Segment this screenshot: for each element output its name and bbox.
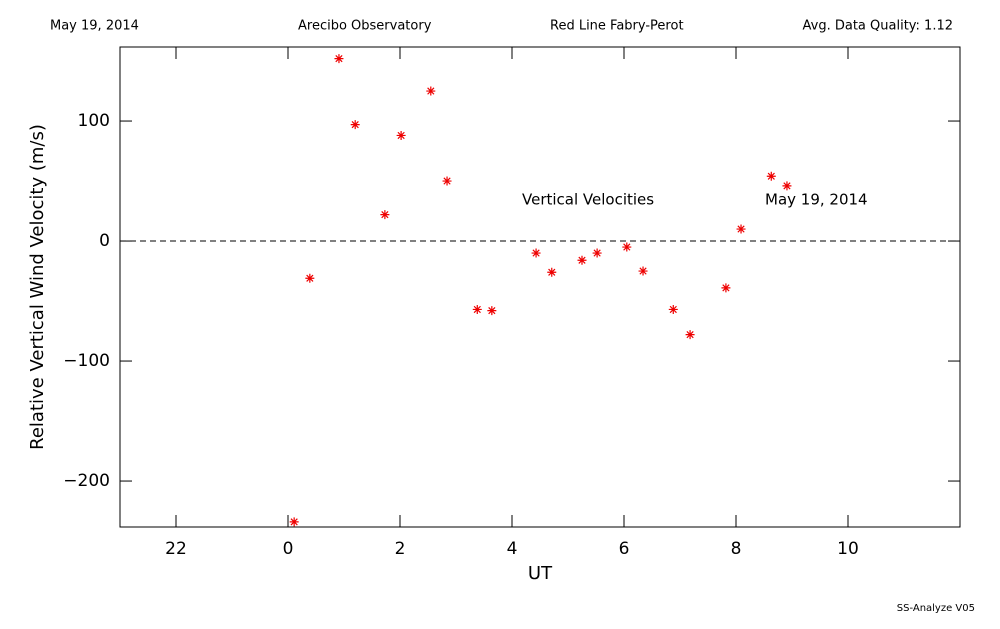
y-tick-label: 0 — [99, 231, 110, 251]
point — [472, 304, 482, 314]
y-tick-label: 100 — [78, 111, 110, 131]
plot-area: 22 0 2 4 6 8 10 −200 −100 0 100 — [63, 47, 960, 559]
header-instrument: Red Line Fabry-Perot — [550, 19, 684, 34]
header-quality: Avg. Data Quality: 1.12 — [803, 19, 953, 34]
x-tick-label: 8 — [731, 539, 742, 559]
y-axis-label: Relative Vertical Wind Velocity (m/s) — [27, 124, 48, 450]
annotation: May 19, 2014 — [765, 191, 868, 209]
point — [622, 242, 632, 252]
point — [396, 130, 406, 140]
point — [577, 255, 587, 265]
point — [350, 120, 360, 130]
x-tick-label: 4 — [507, 539, 518, 559]
point — [685, 330, 695, 340]
x-tick-label: 2 — [395, 539, 406, 559]
point — [638, 266, 648, 276]
point — [721, 283, 731, 293]
point — [442, 176, 452, 186]
x-tick-label: 10 — [837, 539, 859, 559]
point — [305, 273, 315, 283]
x-axis-label: UT — [528, 563, 553, 584]
footer: SS-Analyze V05 — [897, 603, 975, 614]
header-site: Arecibo Observatory — [298, 19, 432, 34]
point — [782, 181, 792, 191]
point — [592, 248, 602, 258]
point — [531, 248, 541, 258]
point — [736, 224, 746, 234]
y-tick-label: −200 — [63, 471, 110, 491]
header-date: May 19, 2014 — [50, 19, 139, 34]
point — [289, 517, 299, 527]
point — [766, 171, 776, 181]
point — [668, 304, 678, 314]
point — [380, 210, 390, 220]
point — [426, 86, 436, 96]
x-tick-label: 0 — [283, 539, 294, 559]
x-tick-label: 22 — [165, 539, 187, 559]
y-tick-label: −100 — [63, 351, 110, 371]
point — [547, 267, 557, 277]
point — [487, 306, 497, 316]
annotation: Vertical Velocities — [522, 191, 654, 209]
x-tick-label: 6 — [619, 539, 630, 559]
point — [334, 54, 344, 64]
plot-frame — [119, 46, 961, 528]
